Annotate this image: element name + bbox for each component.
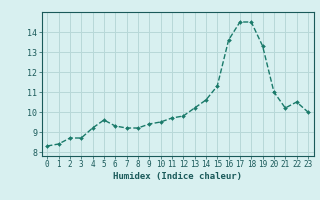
X-axis label: Humidex (Indice chaleur): Humidex (Indice chaleur) xyxy=(113,172,242,181)
